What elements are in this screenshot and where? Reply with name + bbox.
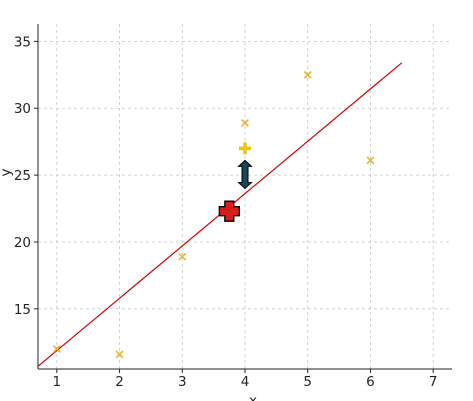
y-tick-label: 25 xyxy=(14,168,31,184)
double-arrow-shape xyxy=(237,159,253,190)
double-arrow-icon xyxy=(237,159,253,190)
data-point-stroke xyxy=(178,252,187,261)
data-point xyxy=(303,70,312,79)
y-tick-label: 35 xyxy=(14,34,31,50)
data-point-stroke xyxy=(52,344,61,353)
x-tick-label: 5 xyxy=(303,374,312,390)
x-tick-label: 4 xyxy=(241,374,250,390)
y-tick-label: 20 xyxy=(14,235,31,251)
grid xyxy=(38,24,452,369)
y-axis-label: y xyxy=(0,169,14,177)
data-point-stroke xyxy=(303,70,312,79)
x-tick-label: 7 xyxy=(429,374,438,390)
y-tick-label: 15 xyxy=(14,302,31,318)
data-point xyxy=(241,118,249,127)
x-tick-label: 2 xyxy=(115,374,124,390)
highlight-plus-small-icon xyxy=(239,142,251,155)
data-point xyxy=(115,350,124,359)
x-tick-label: 1 xyxy=(53,374,62,390)
data-point xyxy=(178,252,187,261)
data-points xyxy=(52,70,375,359)
data-point xyxy=(52,344,61,353)
data-point xyxy=(366,156,375,165)
data-point-stroke xyxy=(366,156,375,165)
y-tick-label: 30 xyxy=(14,101,31,117)
x-tick-label: 3 xyxy=(178,374,187,390)
annotations xyxy=(218,142,253,222)
highlight-plus-large-icon xyxy=(218,200,240,222)
data-point-stroke xyxy=(241,118,249,127)
x-axis-label: x xyxy=(249,393,257,401)
data-point-stroke xyxy=(115,350,124,359)
axes-frame xyxy=(37,24,452,370)
axis-ticks: 1 2 3 4 5 6 7 15 20 25 30 35 xyxy=(14,34,438,390)
x-tick-label: 6 xyxy=(366,374,375,390)
